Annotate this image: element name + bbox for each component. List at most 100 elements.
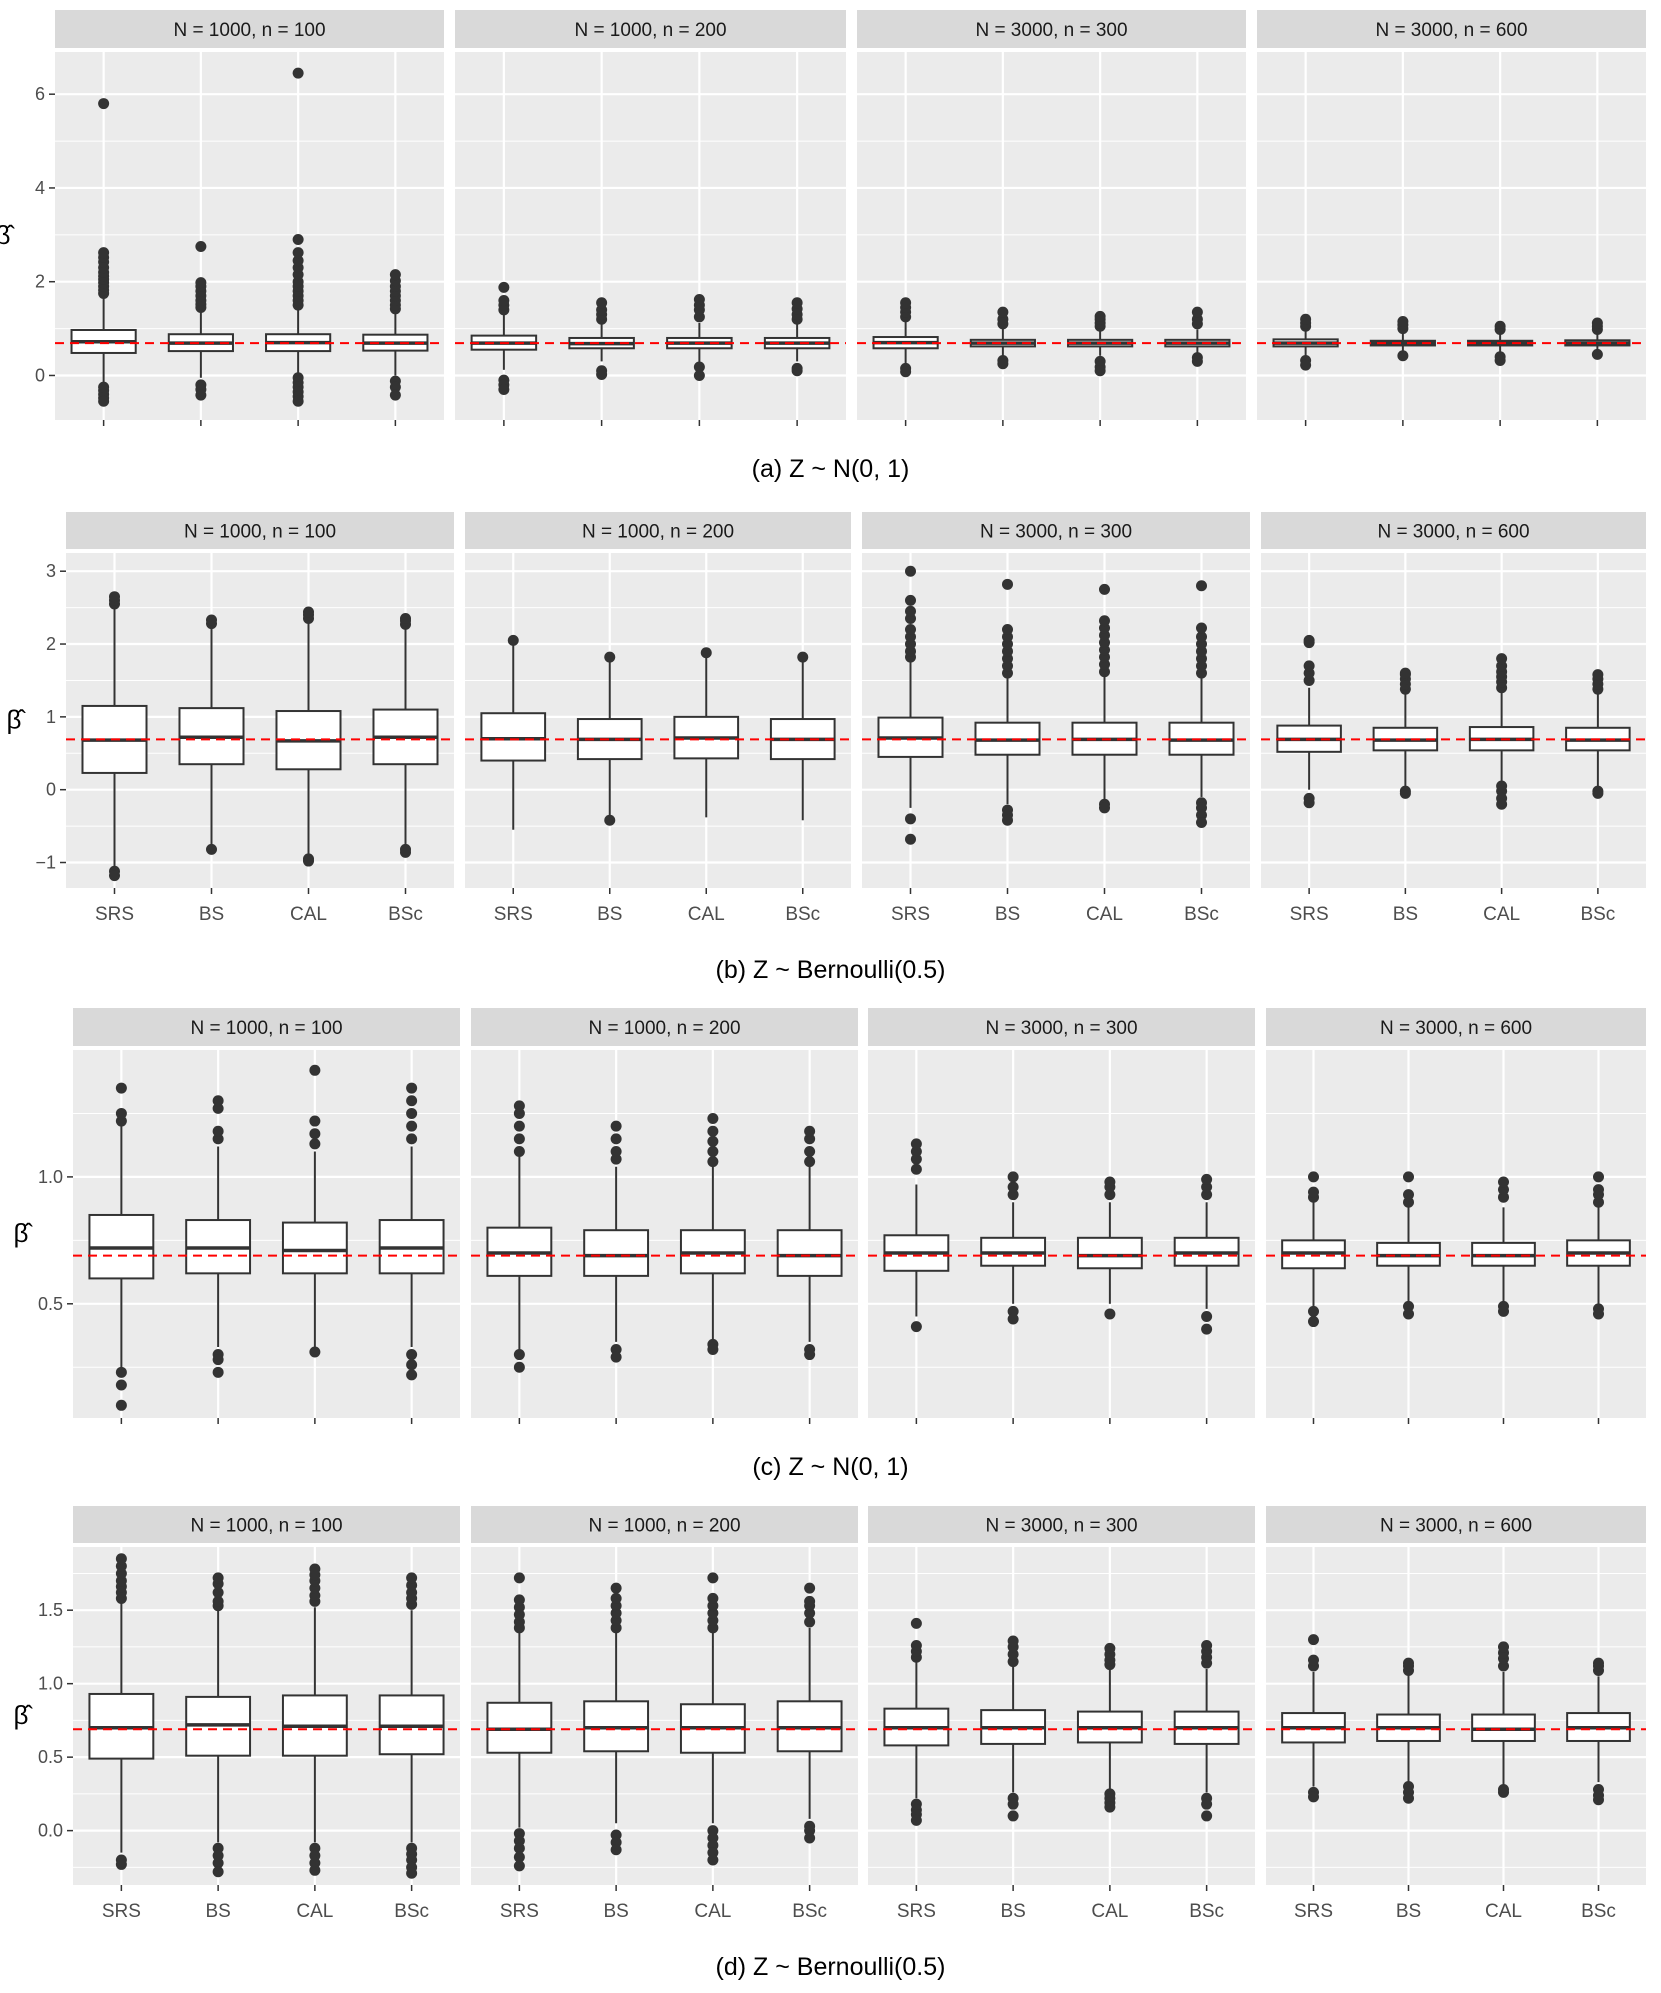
x-tick-label: CAL bbox=[290, 904, 327, 925]
panel-title: N = 1000, n = 200 bbox=[588, 1516, 740, 1537]
outlier-point bbox=[389, 381, 401, 393]
outlier-point bbox=[1104, 1642, 1116, 1654]
panel: N = 3000, n = 600 SRS BS CAL BSc bbox=[1261, 512, 1646, 925]
panel-strip bbox=[1261, 512, 1646, 549]
outlier-point bbox=[400, 613, 411, 625]
outlier-point bbox=[309, 1346, 321, 1358]
outlier-point bbox=[1303, 660, 1315, 672]
box-CAL bbox=[1076, 1642, 1143, 1813]
x-tick-label: BS bbox=[597, 904, 622, 925]
box-BS bbox=[1376, 1657, 1441, 1804]
outlier-point bbox=[905, 833, 916, 845]
outlier-point bbox=[115, 1553, 127, 1565]
outlier-point bbox=[115, 1082, 127, 1094]
outlier-point bbox=[498, 294, 510, 306]
outlier-point bbox=[212, 1595, 224, 1607]
outlier-point bbox=[1498, 1176, 1509, 1188]
box-BSc bbox=[1566, 1171, 1631, 1320]
outlier-point bbox=[406, 1095, 418, 1107]
outlier-point bbox=[406, 1082, 418, 1094]
outlier-point bbox=[1591, 317, 1603, 329]
y-tick-label: 1.0 bbox=[38, 1674, 63, 1694]
outlier-point bbox=[1002, 578, 1013, 590]
panel-background bbox=[1257, 52, 1646, 420]
y-tick-label: 1.0 bbox=[38, 1167, 63, 1187]
panel-strip bbox=[1266, 1008, 1646, 1046]
outlier-point bbox=[791, 297, 803, 309]
x-tick-label: BSc bbox=[1580, 904, 1615, 925]
panel: N = 3000, n = 300 bbox=[868, 1008, 1255, 1424]
box-CAL bbox=[1471, 1176, 1536, 1317]
panel-strip bbox=[862, 512, 1250, 549]
outlier-point bbox=[98, 395, 110, 407]
outlier-point bbox=[1201, 1810, 1213, 1822]
outlier-point bbox=[610, 1120, 622, 1132]
outlier-point bbox=[1196, 631, 1207, 643]
panel-title: N = 1000, n = 100 bbox=[173, 20, 325, 41]
y-axis-title: β̂ bbox=[7, 705, 27, 735]
panel-title: N = 1000, n = 100 bbox=[184, 522, 336, 543]
outlier-point bbox=[115, 1366, 127, 1378]
outlier-point bbox=[212, 1133, 224, 1145]
box-BS bbox=[980, 1171, 1047, 1325]
outlier-point bbox=[900, 297, 912, 309]
x-tick-label: BS bbox=[995, 904, 1020, 925]
y-tick-label: 0 bbox=[46, 780, 56, 800]
outlier-point bbox=[115, 1115, 127, 1127]
outlier-point bbox=[804, 1156, 816, 1168]
outlier-point bbox=[1498, 1184, 1509, 1196]
y-tick-label: 6 bbox=[35, 84, 45, 104]
outlier-point bbox=[1397, 316, 1409, 328]
panel-background bbox=[1261, 553, 1646, 888]
outlier-point bbox=[1196, 580, 1207, 592]
x-tick-label: BS bbox=[1396, 1901, 1421, 1922]
outlier-point bbox=[309, 1128, 321, 1140]
x-tick-label: SRS bbox=[494, 904, 533, 925]
outlier-point bbox=[1201, 1639, 1213, 1651]
panel-title: N = 1000, n = 100 bbox=[190, 1018, 342, 1039]
outlier-point bbox=[1494, 354, 1506, 366]
outlier-point bbox=[109, 591, 120, 603]
outlier-point bbox=[513, 1133, 525, 1145]
outlier-point bbox=[804, 1616, 816, 1628]
x-tick-label: BSc bbox=[792, 1901, 827, 1922]
outlier-point bbox=[109, 870, 120, 882]
outlier-point bbox=[997, 358, 1009, 370]
outlier-point bbox=[1498, 1191, 1509, 1203]
y-tick-label: 0.5 bbox=[38, 1747, 63, 1767]
chart-row-c: β̂ 0.5 1.0 N = 1000, n = 100 N = 1000, n = 2… bbox=[14, 1008, 1646, 1424]
outlier-point bbox=[1592, 669, 1604, 681]
outlier-point bbox=[905, 594, 916, 606]
outlier-point bbox=[513, 1572, 525, 1584]
outlier-point bbox=[115, 1379, 127, 1391]
x-tick-label: SRS bbox=[891, 904, 930, 925]
x-tick-label: BSc bbox=[1184, 904, 1219, 925]
panel: N = 3000, n = 300 SRS BS CAL BSc bbox=[868, 1506, 1255, 1922]
box-SRS bbox=[480, 634, 547, 830]
box-BS bbox=[583, 1582, 650, 1856]
outlier-point bbox=[406, 1867, 418, 1879]
box-SRS bbox=[883, 1138, 950, 1333]
box-SRS bbox=[70, 98, 137, 407]
outlier-point bbox=[610, 1592, 622, 1604]
panel-strip bbox=[868, 1506, 1255, 1543]
outlier-point bbox=[604, 651, 616, 663]
x-tick-label: CAL bbox=[296, 1901, 333, 1922]
y-tick-label: 1 bbox=[46, 707, 56, 727]
outlier-point bbox=[98, 247, 110, 259]
panel: N = 1000, n = 200 SRS BS CAL BSc bbox=[471, 1506, 858, 1922]
panel-strip bbox=[1266, 1506, 1646, 1543]
panel-title: N = 1000, n = 100 bbox=[190, 1516, 342, 1537]
x-tick-label: BSc bbox=[785, 904, 820, 925]
x-tick-label: BS bbox=[603, 1901, 628, 1922]
panel: N = 1000, n = 100 bbox=[55, 10, 444, 426]
outlier-point bbox=[389, 269, 401, 281]
box-body bbox=[480, 712, 547, 762]
outlier-point bbox=[212, 1366, 224, 1378]
panel-title: N = 3000, n = 600 bbox=[1380, 1018, 1532, 1039]
outlier-point bbox=[1007, 1798, 1019, 1810]
outlier-point bbox=[1399, 667, 1411, 679]
outlier-point bbox=[707, 1135, 719, 1147]
panel-strip bbox=[857, 10, 1246, 48]
panel-background bbox=[55, 52, 444, 420]
